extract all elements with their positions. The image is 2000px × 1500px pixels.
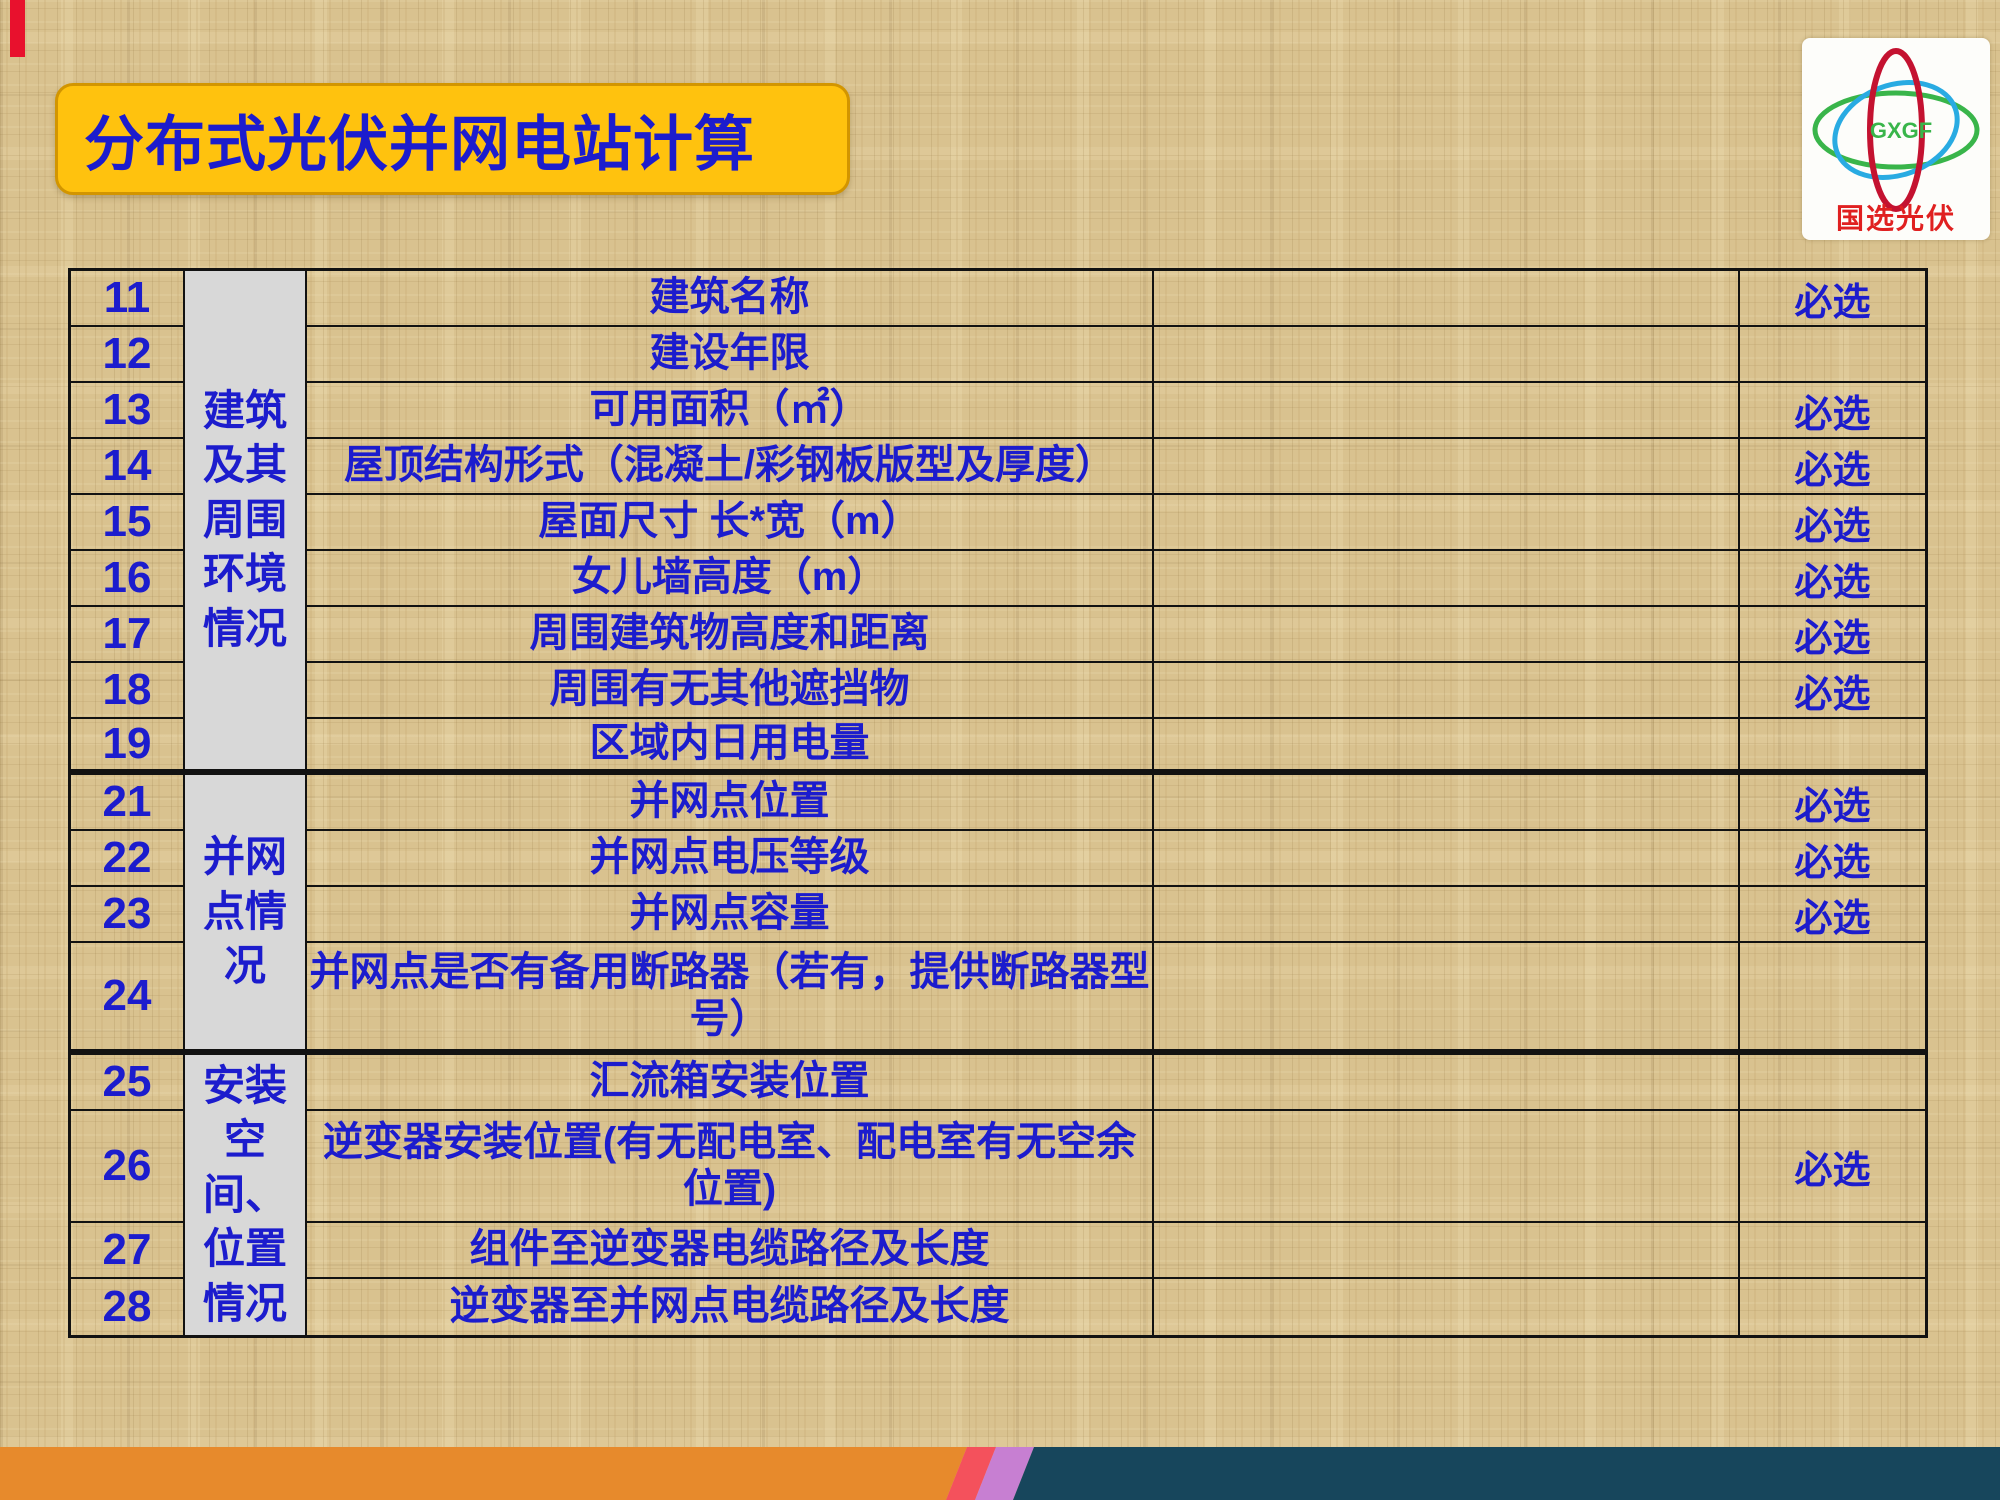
row-number-cell: 25: [71, 1055, 185, 1111]
item-label-cell: 建筑名称: [307, 271, 1154, 327]
required-flag-cell: 必选: [1740, 831, 1925, 887]
row-number-cell: 11: [71, 271, 185, 327]
value-cell: [1154, 495, 1740, 551]
required-flag-cell: 必选: [1740, 663, 1925, 719]
value-cell: [1154, 1223, 1740, 1279]
item-label-cell: 区域内日用电量: [307, 719, 1154, 775]
row-number-cell: 14: [71, 439, 185, 495]
company-logo: GXGF 国选光伏: [1802, 38, 1990, 240]
value-cell: [1154, 831, 1740, 887]
required-flag-cell: 必选: [1740, 607, 1925, 663]
value-cell: [1154, 551, 1740, 607]
row-number-cell: 12: [71, 327, 185, 383]
category-label: 建筑及其周围环境情况: [202, 386, 287, 652]
required-flag-cell: 必选: [1740, 551, 1925, 607]
row-number-cell: 17: [71, 607, 185, 663]
value-cell: [1154, 943, 1740, 1055]
page-title: 分布式光伏并网电站计算: [84, 110, 755, 178]
footer-red-stripe: [946, 1447, 996, 1500]
row-number-cell: 19: [71, 719, 185, 775]
footer-bar: [0, 1447, 2000, 1500]
required-flag-cell: [1740, 327, 1925, 383]
required-flag-cell: [1740, 1223, 1925, 1279]
value-cell: [1154, 271, 1740, 327]
row-number-cell: 22: [71, 831, 185, 887]
value-cell: [1154, 1111, 1740, 1223]
logo-ellipses-icon: GXGF 国选光伏: [1812, 48, 1980, 234]
logo-abbr-text: GXGF: [1870, 118, 1932, 143]
row-number-cell: 18: [71, 663, 185, 719]
item-label-cell: 汇流箱安装位置: [307, 1055, 1154, 1111]
footer-navy-band: [1013, 1447, 2000, 1500]
required-flag-cell: 必选: [1740, 271, 1925, 327]
category-label: 安装空间、位置情况: [202, 1061, 287, 1327]
item-label-cell: 女儿墙高度（m）: [307, 551, 1154, 607]
row-number-cell: 16: [71, 551, 185, 607]
row-number-cell: 13: [71, 383, 185, 439]
required-flag-cell: 必选: [1740, 439, 1925, 495]
logo-name-text: 国选光伏: [1836, 203, 1956, 234]
item-label-cell: 并网点容量: [307, 887, 1154, 943]
value-cell: [1154, 1279, 1740, 1335]
row-number-cell: 15: [71, 495, 185, 551]
item-label-cell: 屋顶结构形式（混凝土/彩钢板版型及厚度）: [307, 439, 1154, 495]
title-banner: 分布式光伏并网电站计算: [55, 83, 850, 195]
value-cell: [1154, 775, 1740, 831]
row-number-cell: 24: [71, 943, 185, 1055]
row-number-cell: 27: [71, 1223, 185, 1279]
row-number-cell: 21: [71, 775, 185, 831]
item-label-cell: 建设年限: [307, 327, 1154, 383]
footer-orange-band: [0, 1447, 967, 1500]
required-flag-cell: 必选: [1740, 495, 1925, 551]
value-cell: [1154, 607, 1740, 663]
footer-purple-stripe: [975, 1447, 1034, 1500]
item-label-cell: 逆变器至并网点电缆路径及长度: [307, 1279, 1154, 1335]
item-label-cell: 周围有无其他遮挡物: [307, 663, 1154, 719]
value-cell: [1154, 383, 1740, 439]
item-label-cell: 并网点电压等级: [307, 831, 1154, 887]
value-cell: [1154, 719, 1740, 775]
value-cell: [1154, 1055, 1740, 1111]
required-flag-cell: 必选: [1740, 383, 1925, 439]
required-flag-cell: 必选: [1740, 1111, 1925, 1223]
row-number-cell: 23: [71, 887, 185, 943]
row-number-cell: 28: [71, 1279, 185, 1335]
checklist-table: 11 建筑名称 必选 12 建设年限 13 可用面积（㎡） 必选 14 屋顶结构形式（混凝土/彩钢…: [68, 268, 1928, 1338]
row-number-cell: 26: [71, 1111, 185, 1223]
required-flag-cell: 必选: [1740, 775, 1925, 831]
item-label-cell: 逆变器安装位置(有无配电室、配电室有无空余位置): [307, 1111, 1154, 1223]
category-cell: 建筑及其周围环境情况: [185, 271, 307, 775]
item-label-cell: 并网点是否有备用断路器（若有，提供断路器型号）: [307, 943, 1154, 1055]
category-label: 并网点情况: [202, 833, 287, 990]
value-cell: [1154, 887, 1740, 943]
category-cell: 并网点情况: [185, 775, 307, 1055]
value-cell: [1154, 327, 1740, 383]
required-flag-cell: 必选: [1740, 887, 1925, 943]
top-left-accent-bar: [10, 0, 25, 57]
item-label-cell: 组件至逆变器电缆路径及长度: [307, 1223, 1154, 1279]
item-label-cell: 屋面尺寸 长*宽（m）: [307, 495, 1154, 551]
required-flag-cell: [1740, 1279, 1925, 1335]
required-flag-cell: [1740, 719, 1925, 775]
required-flag-cell: [1740, 943, 1925, 1055]
required-flag-cell: [1740, 1055, 1925, 1111]
value-cell: [1154, 663, 1740, 719]
item-label-cell: 可用面积（㎡）: [307, 383, 1154, 439]
item-label-cell: 周围建筑物高度和距离: [307, 607, 1154, 663]
item-label-cell: 并网点位置: [307, 775, 1154, 831]
value-cell: [1154, 439, 1740, 495]
category-cell: 安装空间、位置情况: [185, 1055, 307, 1335]
